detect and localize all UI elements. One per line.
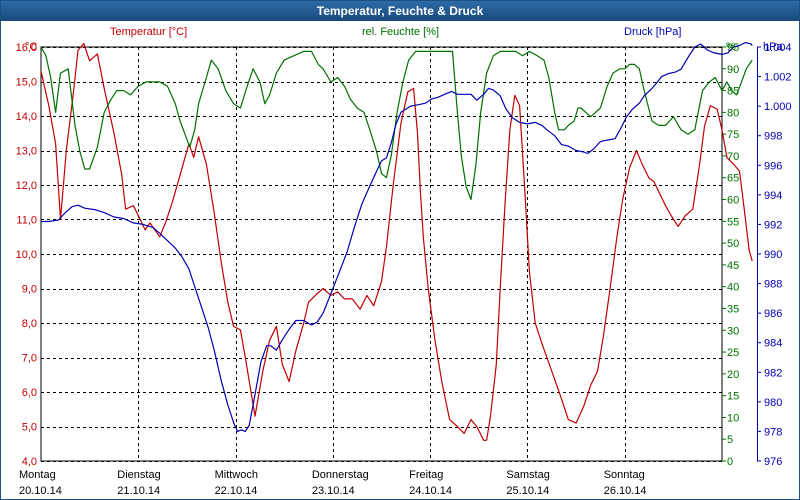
date-tick-label: 23.10.14 <box>312 485 355 497</box>
humidity-tick-label: 60 <box>727 195 739 207</box>
pressure-tick-label: 990 <box>764 249 782 261</box>
pressure-unit-label: hPa <box>763 41 783 53</box>
day-tick-label: Sonntag <box>604 469 645 481</box>
pressure-tick-label: 992 <box>764 219 782 231</box>
day-tick-label: Freitag <box>409 469 443 481</box>
humidity-tick-label: 50 <box>727 238 739 250</box>
humidity-tick-label: 90 <box>727 64 739 76</box>
day-tick-label: Donnerstag <box>312 469 369 481</box>
humidity-tick-label: 45 <box>727 260 739 272</box>
humidity-unit-label: % <box>726 41 736 53</box>
grid-lines <box>41 47 722 462</box>
humidity-tick-label: 35 <box>727 303 739 315</box>
chart-title: Temperatur, Feuchte & Druck <box>1 1 799 21</box>
pressure-tick-label: 984 <box>764 338 782 350</box>
date-tick-label: 25.10.14 <box>506 485 549 497</box>
date-tick-label: 21.10.14 <box>117 485 160 497</box>
pressure-tick-label: 994 <box>764 190 782 202</box>
series-line-humidity <box>40 46 753 201</box>
date-tick-label: 22.10.14 <box>215 485 258 497</box>
series-group <box>40 42 753 441</box>
temperature-tick-label: 14,0 <box>16 111 37 123</box>
date-tick-label: 24.10.14 <box>409 485 452 497</box>
temperature-tick-label: 9,0 <box>22 284 37 296</box>
pressure-tick-label: 978 <box>764 426 782 438</box>
temperature-tick-label: 8,0 <box>22 318 37 330</box>
humidity-tick-label: 20 <box>727 369 739 381</box>
pressure-axis-label: Druck [hPa] <box>624 26 681 38</box>
temperature-tick-label: 4,0 <box>22 456 37 468</box>
day-tick-label: Samstag <box>506 469 549 481</box>
date-axis: Montag 20.10.14 Dienstag 21.10.14 Mittwoch 22… <box>19 469 647 497</box>
pressure-tick-label: 986 <box>764 308 782 320</box>
pressure-axis: 976 978 980 982 984 986 988 990 992 994 996 998 1.00… <box>757 42 792 468</box>
pressure-tick-label: 1.000 <box>764 101 792 113</box>
temperature-tick-label: 16,0 <box>16 42 37 54</box>
humidity-tick-label: 40 <box>727 282 739 294</box>
pressure-tick-label: 1.002 <box>764 72 792 84</box>
humidity-tick-label: 30 <box>727 325 739 337</box>
pressure-tick-label: 988 <box>764 279 782 291</box>
temperature-tick-label: 5,0 <box>22 422 37 434</box>
pressure-tick-label: 1.004 <box>764 42 792 54</box>
temperature-tick-label: 10,0 <box>16 249 37 261</box>
pressure-tick-label: 982 <box>764 367 782 379</box>
temperature-axis: 4,0 5,0 6,0 7,0 8,0 9,0 10,0 11,0 12,0 13,0 14,0 15… <box>16 42 37 468</box>
humidity-tick-label: 55 <box>727 216 739 228</box>
temperature-tick-label: 13,0 <box>16 146 37 158</box>
humidity-tick-label: 75 <box>727 129 739 141</box>
temperature-tick-label: 7,0 <box>22 353 37 365</box>
temperature-tick-label: 6,0 <box>22 387 37 399</box>
temperature-axis-label: Temperatur [°C] <box>110 26 187 38</box>
series-line-temperature <box>40 42 753 441</box>
temperature-tick-label: 11,0 <box>16 215 37 227</box>
pressure-tick-label: 996 <box>764 160 782 172</box>
humidity-tick-label: 70 <box>727 151 739 163</box>
humidity-tick-label: 25 <box>727 347 739 359</box>
date-tick-label: 20.10.14 <box>19 485 62 497</box>
date-tick-label: 26.10.14 <box>604 485 647 497</box>
humidity-tick-label: 65 <box>727 173 739 185</box>
humidity-tick-label: 0 <box>727 456 733 468</box>
humidity-tick-label: 15 <box>727 391 739 403</box>
pressure-tick-label: 998 <box>764 131 782 143</box>
humidity-axis-label: rel. Feuchte [%] <box>362 26 439 38</box>
temperature-unit-label: °C <box>25 41 37 53</box>
day-tick-label: Dienstag <box>117 469 160 481</box>
day-tick-label: Mittwoch <box>215 469 258 481</box>
pressure-tick-label: 980 <box>764 397 782 409</box>
day-tick-label: Montag <box>19 469 56 481</box>
humidity-tick-label: 80 <box>727 107 739 119</box>
pressure-tick-label: 976 <box>764 456 782 468</box>
temperature-tick-label: 12,0 <box>16 180 37 192</box>
humidity-tick-label: 5 <box>727 434 733 446</box>
series-line-pressure <box>41 42 753 432</box>
humidity-tick-label: 10 <box>727 412 739 424</box>
temperature-tick-label: 15,0 <box>16 77 37 89</box>
